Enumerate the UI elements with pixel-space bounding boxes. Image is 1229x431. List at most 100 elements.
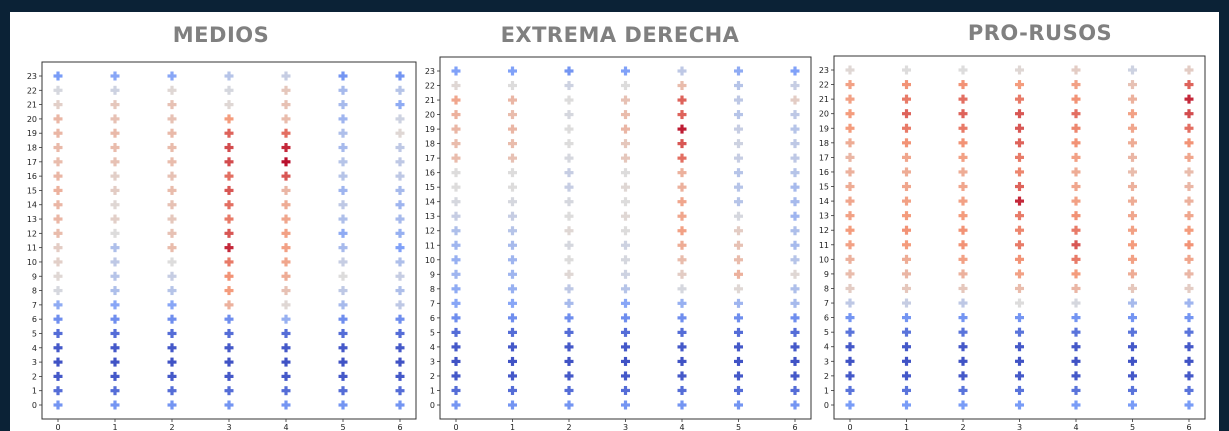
data-point <box>1128 94 1137 104</box>
data-point <box>110 143 120 153</box>
data-point <box>734 168 743 178</box>
data-point <box>677 110 687 120</box>
data-point <box>845 109 855 119</box>
data-point <box>110 71 120 81</box>
data-point <box>790 342 800 352</box>
x-tick-label: 5 <box>736 423 741 431</box>
data-point <box>564 168 574 178</box>
data-point <box>790 211 800 221</box>
data-point <box>338 314 348 324</box>
data-point <box>1015 123 1024 133</box>
data-point <box>902 211 911 221</box>
data-point <box>395 371 405 381</box>
data-point <box>1071 152 1081 162</box>
data-point <box>1184 327 1194 337</box>
data-point <box>1184 80 1194 90</box>
data-point <box>167 171 177 181</box>
y-tick-label: 16 <box>27 172 37 181</box>
y-tick-label: 9 <box>430 270 435 279</box>
data-point <box>1015 65 1024 75</box>
data-point <box>167 371 177 381</box>
data-point <box>677 342 687 352</box>
data-point <box>845 94 855 104</box>
data-point <box>167 243 177 253</box>
data-point <box>1184 254 1194 264</box>
data-point <box>451 240 461 250</box>
data-point <box>677 284 687 294</box>
y-tick-label: 23 <box>27 72 37 81</box>
data-point <box>677 197 687 207</box>
data-point <box>734 139 743 149</box>
data-point <box>790 240 800 250</box>
data-point <box>508 182 517 192</box>
data-point <box>338 114 348 124</box>
data-point <box>677 211 687 221</box>
data-point <box>167 400 177 410</box>
y-tick-label: 20 <box>27 115 37 124</box>
data-point <box>677 400 687 410</box>
data-point <box>338 85 348 95</box>
data-point <box>1015 269 1024 279</box>
data-point <box>1128 196 1137 206</box>
data-point <box>167 271 177 281</box>
data-point <box>790 284 800 294</box>
data-point <box>902 385 911 395</box>
y-tick-label: 3 <box>32 358 37 367</box>
data-point <box>338 371 348 381</box>
data-point <box>958 123 968 133</box>
data-point <box>621 153 630 163</box>
data-point <box>958 196 968 206</box>
data-point <box>1184 65 1194 75</box>
data-point <box>53 228 63 238</box>
data-point <box>1184 283 1194 293</box>
y-tick-label: 4 <box>824 343 829 352</box>
data-point <box>734 385 743 395</box>
data-point <box>224 300 234 310</box>
data-point <box>790 81 800 91</box>
data-point <box>902 313 911 323</box>
data-point <box>451 197 461 207</box>
x-tick-label: 1 <box>112 423 117 431</box>
data-point <box>338 257 348 267</box>
data-point <box>902 298 911 308</box>
data-point <box>508 385 517 395</box>
y-tick-label: 17 <box>819 153 829 162</box>
y-tick-label: 10 <box>425 256 435 265</box>
data-point <box>958 385 968 395</box>
data-point <box>621 211 630 221</box>
data-point <box>167 343 177 353</box>
data-point <box>451 255 461 265</box>
data-point <box>508 342 517 352</box>
data-point <box>1015 254 1024 264</box>
data-point <box>395 228 405 238</box>
data-point <box>1071 313 1081 323</box>
data-point <box>845 327 855 337</box>
data-point <box>281 157 291 167</box>
data-point <box>564 81 574 91</box>
y-tick-label: 4 <box>32 344 37 353</box>
x-tick-label: 6 <box>397 423 402 431</box>
data-point <box>958 254 968 264</box>
y-tick-label: 16 <box>819 168 829 177</box>
data-point <box>1071 109 1081 119</box>
data-point <box>1071 182 1081 192</box>
data-point <box>167 71 177 81</box>
y-tick-label: 4 <box>430 343 435 352</box>
data-point <box>110 243 120 253</box>
data-point <box>451 226 461 236</box>
data-point <box>508 255 517 265</box>
data-point <box>1128 356 1137 366</box>
data-point <box>110 357 120 367</box>
data-point <box>1015 109 1024 119</box>
data-point <box>958 94 968 104</box>
data-point <box>451 124 461 134</box>
data-point <box>790 226 800 236</box>
data-point <box>958 240 968 250</box>
data-point <box>451 153 461 163</box>
y-tick-label: 2 <box>430 372 435 381</box>
data-point <box>224 128 234 138</box>
data-point <box>958 65 968 75</box>
data-point <box>53 300 63 310</box>
data-point <box>110 228 120 238</box>
